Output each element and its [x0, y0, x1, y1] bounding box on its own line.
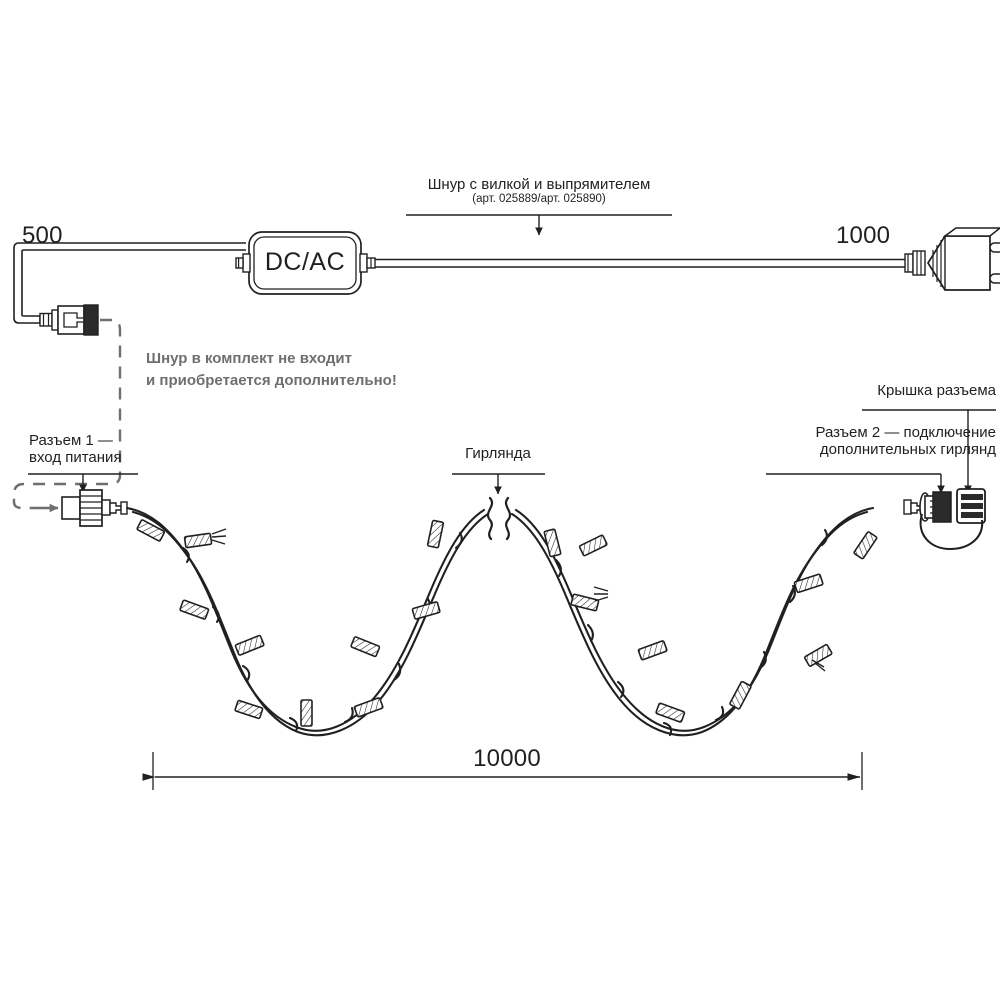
led-bulb-icon: [353, 697, 384, 718]
cord-right-segment: [375, 258, 905, 268]
connector-cap-icon: [956, 488, 986, 524]
connector1-line-2: вход питания: [29, 449, 122, 467]
note-line-1: Шнур в комплект не входит: [146, 350, 352, 367]
connector2-line-1: Разъем 2 — подключение: [815, 424, 996, 441]
led-bulb-icon: [803, 643, 833, 667]
led-bulb-icon: [350, 636, 381, 658]
led-bulb-icon: [426, 519, 445, 549]
connector1-line-1: Разъем 1 —: [29, 432, 113, 449]
dimension-right-lead: 1000: [836, 222, 891, 249]
connector1-caption: Разъем 1 — вход питания: [29, 432, 122, 467]
led-bulb-icon: [234, 699, 264, 720]
wire-break-symbol: [486, 496, 512, 541]
connector1-leader: [28, 473, 138, 493]
garland-leader: [452, 473, 545, 495]
dimension-left-lead: 500: [22, 222, 63, 249]
led-bulb-icon: [655, 702, 686, 723]
led-bulb-icon: [637, 640, 668, 661]
led-bulb-icon: [411, 601, 441, 620]
input-connector-icon: [28, 473, 138, 527]
dashed-leader-path: [12, 318, 122, 513]
cord-not-included-note: Шнур в комплект не входит и приобретаетс…: [146, 348, 397, 392]
led-bulb-icon: [543, 528, 562, 558]
connector-cap-caption: Крышка разъема: [877, 382, 996, 399]
led-bulb-icon: [729, 680, 752, 710]
euro-plug-icon: [904, 227, 1000, 291]
cord-left-segment: [13, 242, 246, 324]
connector2-caption: Разъем 2 — подключение дополнительных ги…: [696, 424, 996, 459]
power-cord-assembly: [13, 214, 1000, 336]
led-bulb-icon: [853, 531, 878, 560]
led-wire-ends: [211, 528, 826, 672]
garland-assembly: [125, 473, 878, 737]
led-bulbs: [136, 519, 878, 727]
led-bulb-icon: [234, 634, 265, 656]
led-bulb-icon: [793, 573, 824, 594]
dc-ac-adapter-icon: [235, 231, 376, 295]
garland-length-dimension: [142, 752, 863, 790]
led-bulb-icon: [300, 699, 313, 727]
dimension-garland-length: 10000: [473, 745, 541, 772]
power-cord-leader: [406, 214, 672, 236]
led-bulb-icon: [183, 532, 213, 549]
led-bulb-icon: [578, 534, 608, 557]
garland-wire: [125, 506, 875, 737]
note-line-2: и приобретается дополнительно!: [146, 371, 397, 389]
led-bulb-icon: [570, 593, 600, 612]
connector-cap-leader: [862, 409, 996, 494]
adapter-label: DC/AC: [264, 248, 346, 276]
connector2-leader: [766, 473, 945, 494]
led-bulb-icon: [179, 599, 210, 620]
connector2-line-2: дополнительных гирлянд: [819, 441, 996, 459]
garland-caption: Гирлянда: [465, 445, 531, 462]
power-cord-caption: Шнур с вилкой и выпрямителем (арт. 02588…: [339, 176, 739, 207]
output-connector-icon: [766, 409, 996, 551]
power-cord-title: Шнур с вилкой и выпрямителем: [427, 176, 651, 193]
led-bulb-icon: [136, 519, 166, 542]
barrel-connector-icon: [39, 304, 99, 336]
power-cord-article: (арт. 025889/арт. 025890): [472, 193, 606, 206]
